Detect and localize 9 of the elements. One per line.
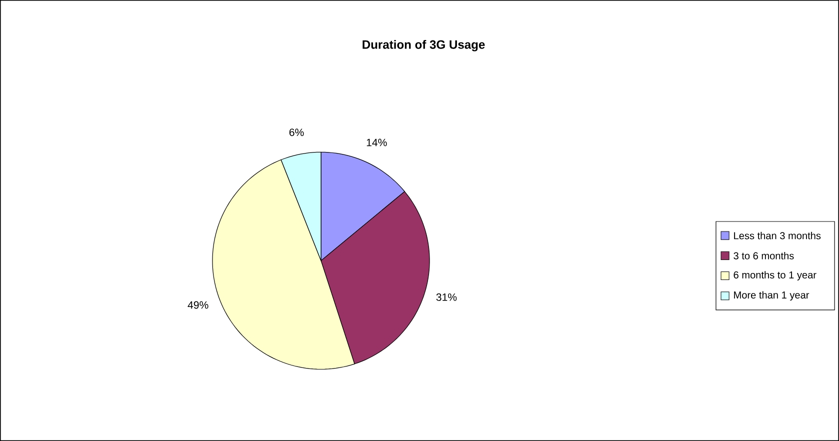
data-label: 6% [289, 128, 304, 136]
chart-title: Duration of 3G Usage [362, 40, 485, 52]
data-label: 49% [188, 301, 208, 309]
data-label: 31% [436, 293, 457, 301]
legend-label: 3 to 6 months [734, 252, 794, 260]
legend-label: Less than 3 months [734, 232, 821, 240]
legend-label: More than 1 year [734, 291, 810, 301]
data-label: 14% [366, 138, 387, 146]
legend-label: 6 months to 1 year [734, 271, 816, 280]
